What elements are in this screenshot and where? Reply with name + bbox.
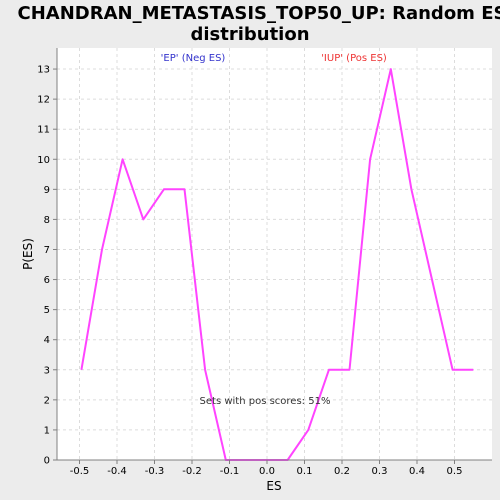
y-tick-label: 2 [44,395,50,406]
pos-scores-annotation: Sets with pos scores: 51% [200,396,331,407]
y-tick-label: 3 [44,365,50,376]
x-ticks: -0.5 -0.4 -0.3 -0.2 -0.1 0.0 0.1 0.2 0.3 0.4 0.5 [70,460,463,477]
y-tick-label: 5 [44,305,50,316]
y-tick-label: 13 [37,65,50,76]
y-tick-label: 1 [44,425,50,436]
x-tick-label: 0.4 [409,466,425,477]
y-tick-label: 7 [44,245,50,256]
neg-es-label: 'EP' (Neg ES) [161,53,226,64]
pos-es-label: 'IUP' (Pos ES) [321,53,387,64]
y-tick-label: 9 [44,185,50,196]
y-tick-label: 11 [37,125,50,136]
plot-area [57,48,492,460]
x-tick-label: 0.2 [334,466,350,477]
y-tick-label: 6 [44,275,50,286]
y-tick-label: 12 [37,95,50,106]
y-axis-label: P(ES) [21,238,35,270]
x-tick-label: -0.4 [107,466,127,477]
x-tick-label: 0.0 [259,466,275,477]
chart-title-line2: distribution [190,24,309,45]
x-tick-label: -0.5 [70,466,90,477]
x-axis-label: ES [266,479,281,493]
x-tick-label: -0.2 [182,466,202,477]
x-tick-label: 0.3 [372,466,388,477]
y-tick-label: 8 [44,215,50,226]
chart-title-line1: CHANDRAN_METASTASIS_TOP50_UP: Random ES [18,3,500,24]
x-tick-label: 0.5 [447,466,463,477]
x-tick-label: -0.1 [220,466,240,477]
x-tick-label: -0.3 [145,466,165,477]
y-tick-label: 0 [44,456,50,467]
x-tick-label: 0.1 [297,466,313,477]
y-tick-label: 4 [44,335,50,346]
y-tick-label: 10 [37,155,50,166]
